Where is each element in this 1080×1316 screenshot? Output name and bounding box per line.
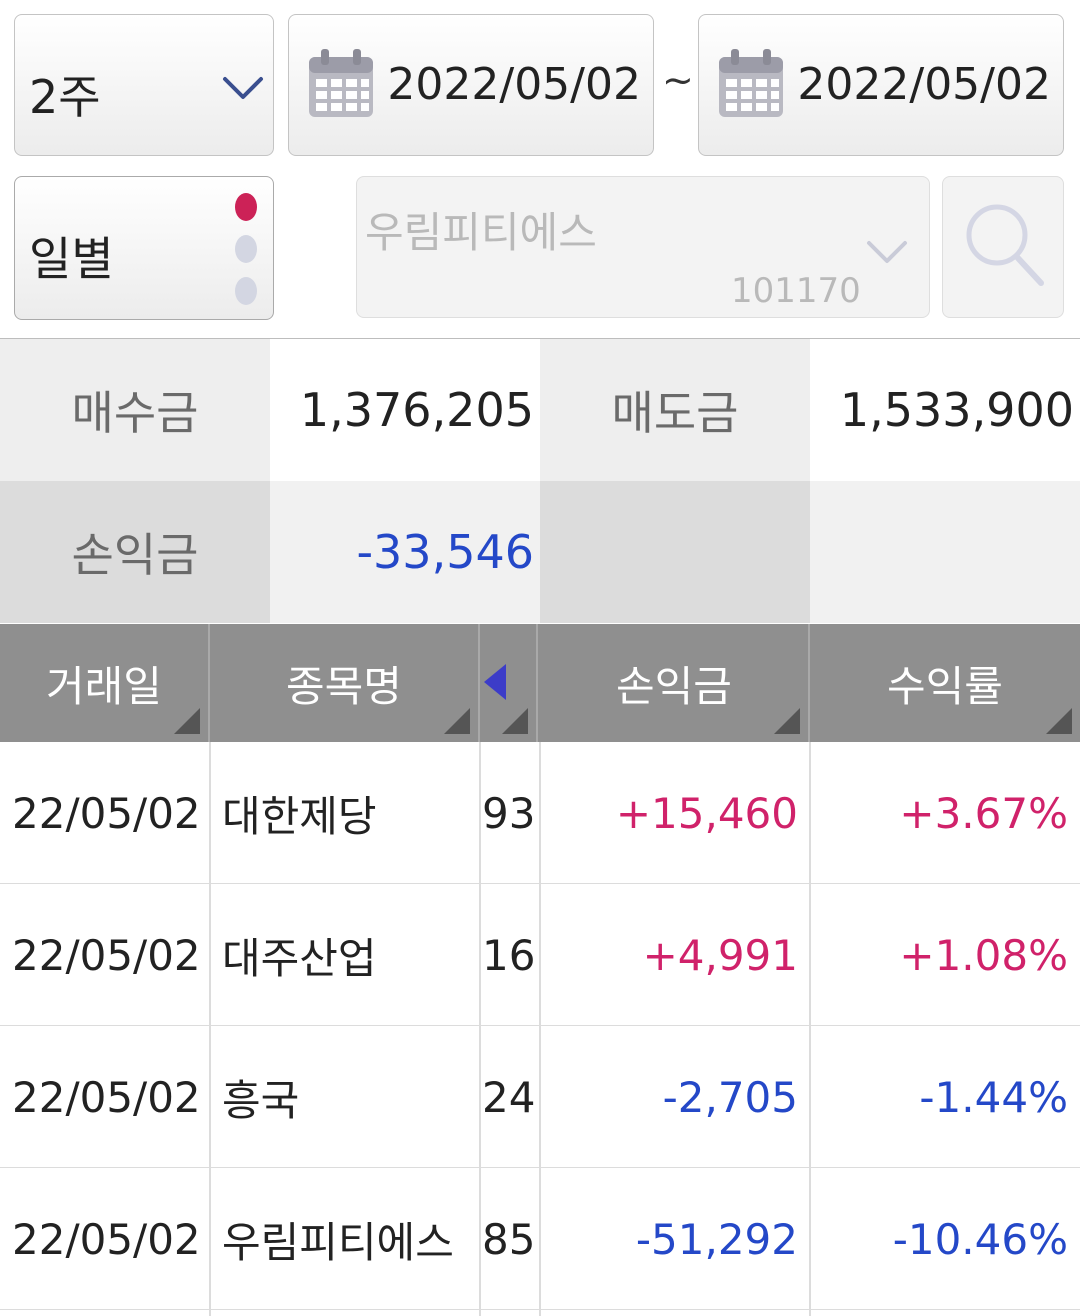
column-header-return-rate[interactable]: 수익률 [810, 624, 1080, 742]
stock-dropdown[interactable]: 우림피티에스 101170 [356, 176, 930, 318]
profit-loss-value: -33,546 [270, 481, 540, 623]
date-range-separator: ~ [662, 58, 694, 102]
period-label: 2주 [29, 70, 101, 124]
column-header-date[interactable]: 거래일 [0, 624, 210, 742]
profit-loss: -2,705 [662, 1072, 798, 1122]
buy-amount-label: 매수금 [0, 339, 270, 481]
column-divider [479, 742, 481, 1316]
period-dropdown[interactable]: 2주 [14, 14, 274, 156]
page-indicator-active [235, 193, 257, 221]
column-header-label: 종목명 [286, 661, 402, 711]
trade-date: 22/05/02 [12, 1214, 201, 1264]
chevron-down-icon [223, 77, 263, 99]
calendar-icon [719, 49, 783, 117]
column-divider [539, 742, 541, 1316]
profit-loss-label: 손익금 [0, 481, 270, 623]
sort-icon [502, 708, 528, 734]
quantity: 93 [482, 788, 536, 838]
chevron-down-icon [867, 241, 907, 263]
page-indicator [235, 277, 257, 305]
quantity: 85 [482, 1214, 536, 1264]
empty-cell [810, 481, 1080, 623]
buy-amount-value: 1,376,205 [270, 339, 540, 481]
sort-icon [444, 708, 470, 734]
sort-icon [174, 708, 200, 734]
start-date-picker[interactable]: 2022/05/02 [288, 14, 654, 156]
search-icon [966, 204, 1044, 286]
column-header-label: 거래일 [46, 661, 162, 711]
profit-loss: +4,991 [642, 930, 798, 980]
column-header-profit-loss[interactable]: 손익금 [540, 624, 810, 742]
empty-cell [540, 481, 810, 623]
view-mode-label: 일별 [29, 232, 114, 286]
end-date-picker[interactable]: 2022/05/02 [698, 14, 1064, 156]
column-header-stock[interactable]: 종목명 [210, 624, 480, 742]
triangle-left-icon [484, 664, 506, 700]
view-mode-toggle[interactable]: 일별 [14, 176, 274, 320]
column-divider [809, 742, 811, 1316]
stock-name: 대주산업 [222, 933, 377, 983]
search-button[interactable] [942, 176, 1064, 318]
quantity: 24 [482, 1072, 536, 1122]
trade-date: 22/05/02 [12, 1072, 201, 1122]
return-rate: +3.67% [899, 788, 1068, 838]
column-header-label: 손익금 [616, 661, 732, 711]
trade-date: 22/05/02 [12, 788, 201, 838]
trade-date: 22/05/02 [12, 930, 201, 980]
calendar-icon [309, 49, 373, 117]
page-indicator [235, 235, 257, 263]
table-header: 거래일 종목명 손익금 수익률 [0, 624, 1080, 742]
stock-name: 대한제당 [222, 791, 377, 841]
stock-name: 흥국 [222, 1075, 300, 1125]
sell-amount-label: 매도금 [540, 339, 810, 481]
profit-loss: +15,460 [615, 788, 798, 838]
quantity: 16 [482, 930, 536, 980]
end-date-value: 2022/05/02 [797, 59, 1051, 110]
column-header-label: 수익률 [887, 661, 1003, 711]
column-divider [209, 742, 211, 1316]
profit-loss: -51,292 [635, 1214, 798, 1264]
return-rate: +1.08% [899, 930, 1068, 980]
stock-name: 우림피티에스 [365, 208, 597, 257]
sort-icon [1046, 708, 1072, 734]
return-rate: -10.46% [892, 1214, 1068, 1264]
column-collapse-toggle[interactable] [480, 624, 538, 742]
stock-name: 우림피티에스 [222, 1217, 454, 1267]
start-date-value: 2022/05/02 [387, 59, 641, 110]
stock-code: 101170 [731, 271, 861, 311]
summary-panel: 매수금 1,376,205 매도금 1,533,900 손익금 -33,546 [0, 338, 1080, 623]
return-rate: -1.44% [919, 1072, 1068, 1122]
sell-amount-value: 1,533,900 [810, 339, 1080, 481]
sort-icon [774, 708, 800, 734]
